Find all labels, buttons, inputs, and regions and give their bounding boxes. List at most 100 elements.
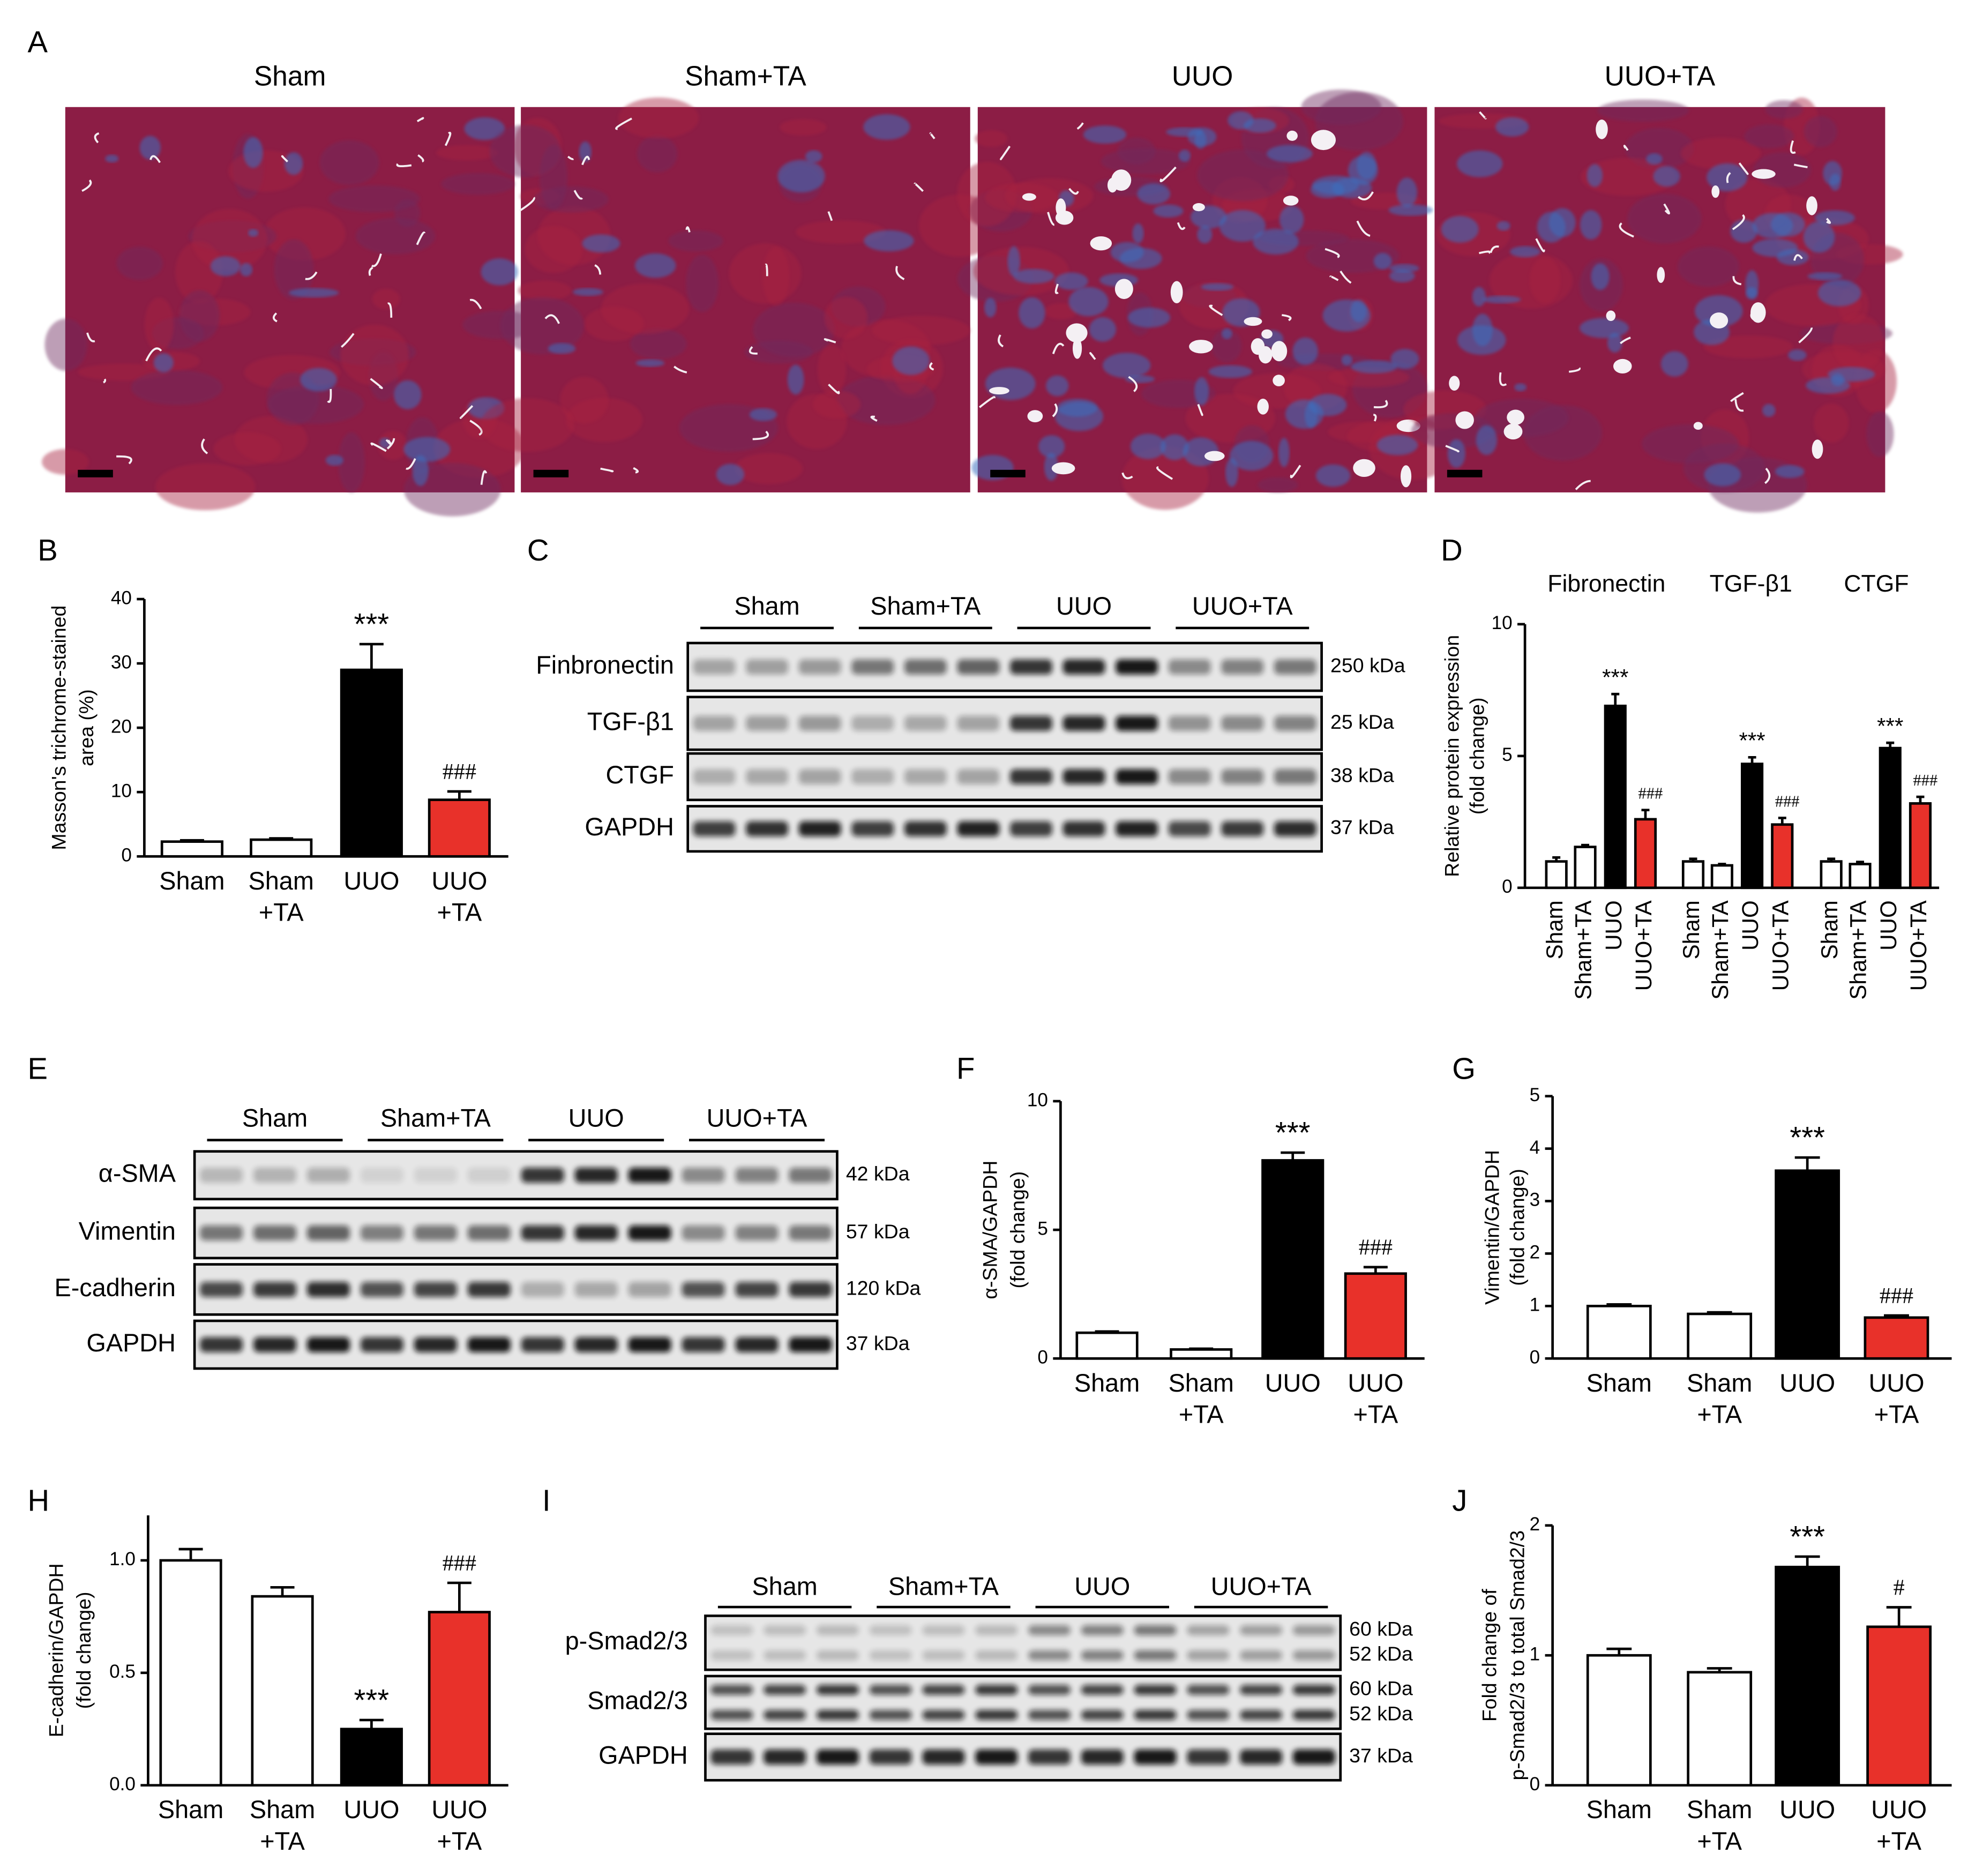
collagen (1194, 130, 1207, 150)
tissue-texture (155, 463, 256, 511)
collagen (1389, 269, 1415, 282)
x-tick-label: UUO+TA (1906, 900, 1931, 991)
lumen (1730, 392, 1744, 402)
lumen (1192, 203, 1205, 212)
lumen (417, 154, 424, 163)
lumen (281, 155, 288, 162)
lumen (1738, 162, 1749, 175)
bar (428, 798, 491, 858)
error-bar (1886, 741, 1895, 749)
tissue-texture (1411, 413, 1495, 449)
band (253, 1337, 296, 1352)
collagen (1476, 425, 1498, 455)
error-bar (1606, 1647, 1632, 1656)
lumen (979, 396, 996, 408)
y-axis-label: α-SMA/GAPDH (978, 1161, 1001, 1299)
band (200, 1168, 243, 1183)
panel-label: F (956, 1052, 975, 1086)
significance: *** (1739, 728, 1765, 753)
band (957, 821, 1000, 836)
bar (160, 840, 223, 858)
collagen (1482, 295, 1521, 304)
collagen (1646, 153, 1663, 165)
lumen (1790, 140, 1796, 154)
y-tick-label: 30 (111, 652, 132, 672)
collagen (1219, 210, 1266, 242)
lumen (1657, 267, 1665, 283)
lumen (674, 365, 687, 373)
y-axis-label: Relative protein expression (1440, 635, 1463, 877)
band (1221, 769, 1264, 784)
lane-group-label: Sham (242, 1104, 308, 1132)
band (682, 1225, 725, 1241)
collagen (548, 343, 576, 354)
lumen (1325, 248, 1340, 258)
collagen (105, 154, 119, 163)
size-label: 60 kDa (1349, 1677, 1413, 1700)
band (1292, 1625, 1335, 1635)
collagen (1745, 270, 1759, 298)
significance: ### (1359, 1235, 1393, 1260)
x-tick-label: Sham (1542, 900, 1567, 959)
band (1187, 1710, 1230, 1720)
collagen (1350, 300, 1367, 323)
band (746, 769, 788, 784)
collagen (1279, 205, 1304, 234)
tissue-texture (1529, 257, 1561, 303)
lane-group-label: UUO+TA (1211, 1572, 1312, 1600)
band (414, 1225, 457, 1241)
lumen (1066, 323, 1088, 343)
collagen (1788, 349, 1807, 361)
collagen (985, 367, 1036, 400)
band (253, 1168, 296, 1183)
band (1221, 659, 1264, 675)
error-bar (1363, 1266, 1388, 1274)
lumen (1620, 337, 1631, 345)
tissue-texture (1597, 99, 1689, 122)
collagen (787, 364, 804, 395)
tissue-texture (1211, 329, 1242, 363)
blot-strip (193, 1150, 839, 1201)
band (1028, 1685, 1071, 1695)
tissue-texture (338, 432, 365, 493)
x-tick-label: Sham (1679, 900, 1704, 959)
lumen (1449, 376, 1460, 391)
collagen (1178, 150, 1191, 162)
lumen (929, 132, 936, 139)
lumen (615, 117, 632, 130)
y-tick-label: 10 (1492, 612, 1513, 633)
size-label: 250 kDa (1330, 654, 1405, 676)
collagen (240, 263, 253, 276)
band (360, 1168, 403, 1183)
lumen (1000, 145, 1011, 160)
significance: *** (1275, 1116, 1311, 1149)
tissue-texture (525, 226, 583, 273)
band (1116, 769, 1158, 784)
tissue-texture (1581, 158, 1676, 196)
tissue-texture (975, 130, 1008, 147)
lumen (1490, 245, 1499, 253)
collagen (635, 359, 665, 367)
band (798, 659, 841, 675)
x-tick-label: +TA (1697, 1827, 1742, 1855)
band (922, 1625, 965, 1635)
band (1081, 1685, 1124, 1695)
lumen (1793, 254, 1803, 261)
blot-strip (686, 696, 1323, 751)
tissue-texture (1121, 446, 1209, 510)
y-tick-label: 3 (1530, 1190, 1540, 1210)
bar (1586, 1654, 1652, 1787)
bar (1634, 818, 1657, 890)
lumen (914, 182, 924, 192)
lumen (1693, 422, 1703, 430)
significance: ### (443, 1551, 476, 1576)
error-bar (1581, 843, 1590, 847)
band (1292, 1650, 1335, 1661)
significance: ### (1638, 784, 1663, 803)
collagen (1396, 177, 1417, 207)
lumen (1623, 145, 1629, 151)
lumen (1710, 312, 1728, 329)
lumen (1806, 196, 1817, 215)
lumen (1177, 222, 1186, 230)
band (869, 1685, 912, 1695)
